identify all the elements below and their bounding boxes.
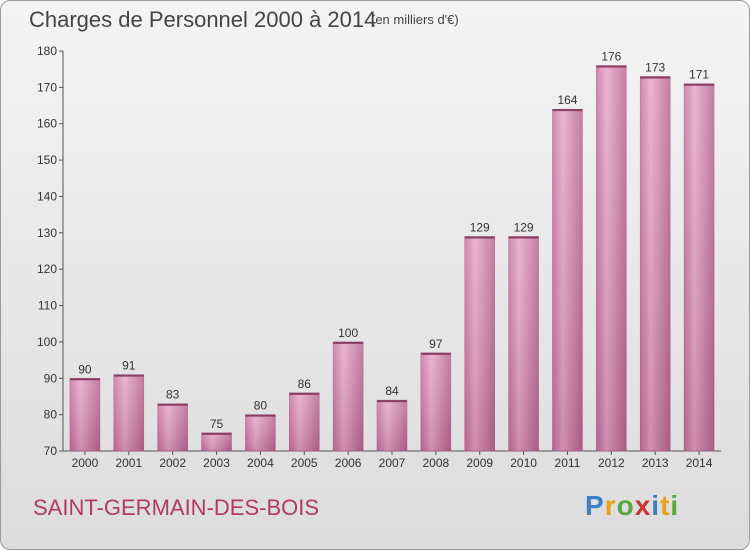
data-label: 100 — [338, 326, 358, 340]
logo-letter: P — [585, 490, 605, 521]
bar-shade — [464, 236, 495, 451]
proxiti-logo: Proxiti — [585, 490, 679, 522]
commune-name: SAINT-GERMAIN-DES-BOIS — [33, 495, 320, 520]
y-tick-label: 70 — [44, 444, 58, 458]
x-tick-label: 2002 — [159, 456, 186, 470]
data-label: 86 — [298, 377, 312, 391]
bar-shade — [508, 236, 539, 451]
data-label: 176 — [601, 50, 621, 64]
chart-subtitle: (en milliers d'€) — [371, 12, 459, 27]
x-tick-label: 2003 — [203, 456, 230, 470]
data-label: 97 — [429, 337, 443, 351]
data-label: 84 — [385, 384, 399, 398]
data-label: 90 — [78, 362, 92, 376]
x-tick-label: 2007 — [379, 456, 406, 470]
y-tick-label: 170 — [37, 80, 57, 94]
y-tick-label: 110 — [38, 299, 57, 313]
data-label: 83 — [166, 388, 180, 402]
x-tick-label: 2001 — [115, 456, 142, 470]
bar-shade — [333, 341, 364, 451]
data-label: 75 — [210, 417, 224, 431]
bar-shade — [596, 65, 627, 451]
data-label: 173 — [645, 60, 665, 74]
bar-shade — [420, 352, 451, 451]
chart-labels: 90 2000 91 2001 83 2002 75 2003 80 2004 86 2005 100 2… — [72, 50, 713, 470]
x-tick-label: 2010 — [510, 456, 537, 470]
y-tick-label: 100 — [37, 335, 57, 349]
y-tick-label: 180 — [37, 44, 57, 58]
logo-letter: i — [651, 490, 661, 521]
y-tick-label: 90 — [44, 371, 58, 385]
data-label: 91 — [122, 359, 136, 373]
x-tick-label: 2014 — [686, 456, 713, 470]
data-label: 129 — [514, 220, 534, 234]
x-tick-label: 2006 — [335, 456, 362, 470]
logo-letter: t — [660, 490, 671, 521]
chart-title: Charges de Personnel 2000 à 2014 — [29, 7, 377, 32]
chart-axes: 70 80 90 100 110 120 130 140 150 160 170 180 — [37, 44, 721, 458]
bar-shade — [289, 392, 320, 451]
x-tick-label: 2009 — [466, 456, 493, 470]
logo-letter: i — [670, 490, 680, 521]
bar-shade — [640, 76, 671, 452]
x-tick-label: 2012 — [598, 456, 625, 470]
y-tick-label: 160 — [37, 117, 57, 131]
bar-shade — [245, 414, 276, 451]
x-tick-label: 2004 — [247, 456, 274, 470]
bar-shade — [201, 432, 232, 451]
logo-letter: x — [634, 490, 652, 521]
bar-shade — [113, 374, 144, 451]
y-tick-label: 80 — [44, 408, 58, 422]
y-tick-label: 140 — [37, 189, 57, 203]
bar-shade — [69, 378, 100, 451]
y-tick-label: 120 — [37, 262, 57, 276]
chart-bars — [69, 65, 715, 452]
data-label: 171 — [689, 68, 709, 82]
bar-shade — [157, 403, 188, 451]
y-tick-label: 130 — [37, 226, 57, 240]
x-tick-label: 2005 — [291, 456, 318, 470]
y-tick-label: 150 — [37, 153, 57, 167]
data-label: 164 — [557, 93, 577, 107]
bar-shade — [552, 109, 583, 451]
x-tick-label: 2011 — [555, 456, 581, 470]
x-tick-label: 2008 — [423, 456, 450, 470]
x-tick-label: 2013 — [642, 456, 669, 470]
data-label: 80 — [254, 399, 268, 413]
bar-shade — [377, 400, 407, 451]
x-tick-label: 2000 — [72, 456, 99, 470]
bar-shade — [684, 83, 715, 452]
logo-letter: r — [604, 490, 617, 521]
logo-letter: o — [616, 490, 635, 521]
data-label: 129 — [470, 220, 490, 234]
